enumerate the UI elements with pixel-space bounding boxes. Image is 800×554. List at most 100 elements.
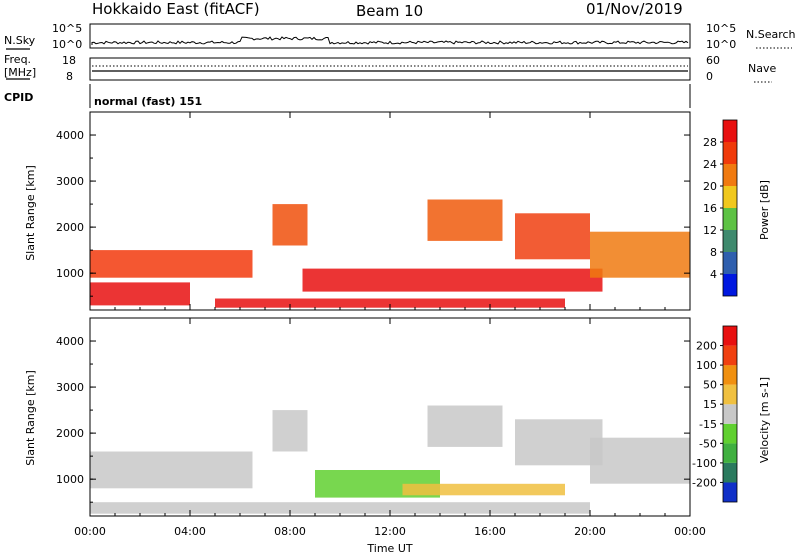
nsky-tick-bottom: 10^0 bbox=[52, 38, 82, 51]
colorbar-tick-label: 28 bbox=[703, 136, 717, 149]
data-band bbox=[515, 419, 603, 466]
velocity-ylabel: Slant Range [km] bbox=[24, 370, 37, 466]
velocity-xticks: 00:00 04:00 08:00 12:00 16:00 20:00 00:00 bbox=[74, 318, 706, 538]
y-tick-label: 1000 bbox=[56, 473, 84, 486]
colorbar-tick-label: 8 bbox=[710, 246, 717, 259]
cpid-value: normal (fast) 151 bbox=[94, 95, 202, 108]
colorbar-segment bbox=[723, 384, 737, 405]
freq-label: Freq. bbox=[4, 53, 31, 66]
data-band bbox=[427, 199, 503, 241]
nsky-trace bbox=[91, 36, 689, 45]
colorbar-tick-label: 16 bbox=[703, 202, 717, 215]
data-band bbox=[90, 451, 253, 489]
data-band bbox=[590, 437, 690, 484]
colorbar-tick-label: 20 bbox=[703, 180, 717, 193]
freq-unit: [MHz] bbox=[4, 66, 36, 79]
nave-tick-bottom: 0 bbox=[706, 70, 713, 83]
data-band bbox=[272, 410, 308, 452]
colorbar-segment bbox=[723, 274, 737, 296]
x-tick-label: 08:00 bbox=[274, 525, 306, 538]
data-band bbox=[272, 204, 308, 246]
power-ylabel: Slant Range [km] bbox=[24, 165, 37, 261]
x-tick-label: 20:00 bbox=[574, 525, 606, 538]
power-yaxis: 1000 2000 3000 4000 bbox=[56, 111, 690, 297]
date-label: 01/Nov/2019 bbox=[586, 0, 683, 18]
colorbar-tick-label: 24 bbox=[703, 158, 717, 171]
velocity-colorbar-label: Velocity [m s-1] bbox=[758, 377, 771, 463]
data-band bbox=[90, 502, 590, 514]
nsearch-tick-top: 10^5 bbox=[706, 22, 736, 35]
data-band bbox=[90, 282, 190, 306]
y-tick-label: 3000 bbox=[56, 381, 84, 394]
power-plot-area bbox=[90, 199, 690, 308]
cpid-panel: CPID normal (fast) 151 bbox=[4, 84, 691, 108]
y-tick-label: 2000 bbox=[56, 427, 84, 440]
power-colorbar: 4 8 12 16 20 24 28 bbox=[703, 119, 738, 297]
x-tick-label: 00:00 bbox=[674, 525, 706, 538]
colorbar-tick-label: 12 bbox=[703, 224, 717, 237]
velocity-plot-area bbox=[90, 405, 690, 514]
colorbar-tick-label: 15 bbox=[703, 398, 717, 411]
nsky-label: N.Sky bbox=[4, 34, 36, 47]
colorbar-segment bbox=[723, 230, 737, 252]
data-band bbox=[590, 231, 690, 278]
colorbar-segment bbox=[723, 186, 737, 208]
data-band bbox=[215, 298, 565, 308]
y-tick-label: 4000 bbox=[56, 129, 84, 142]
data-band bbox=[427, 405, 503, 447]
colorbar-tick-label: 100 bbox=[696, 359, 717, 372]
velocity-colorbar: 200 100 50 15 -15 -50 -100 -200 bbox=[692, 325, 738, 503]
power-colorbar-label: Power [dB] bbox=[758, 180, 771, 240]
colorbar-segment bbox=[723, 462, 737, 483]
freq-panel: Freq. [MHz] 18 8 60 0 Nave bbox=[4, 53, 776, 83]
colorbar-tick-label: -50 bbox=[699, 437, 717, 450]
nave-tick-top: 60 bbox=[706, 54, 720, 67]
colorbar-segment bbox=[723, 326, 737, 346]
colorbar-segment bbox=[723, 142, 737, 164]
freq-tick-bottom: 8 bbox=[66, 70, 73, 83]
data-band bbox=[515, 213, 590, 260]
data-band bbox=[90, 250, 253, 278]
nsky-tick-top: 10^5 bbox=[52, 22, 82, 35]
velocity-yaxis: 1000 2000 3000 4000 bbox=[56, 317, 690, 503]
colorbar-segment bbox=[723, 208, 737, 230]
nsky-panel: N.Sky 10^5 10^0 10^5 10^0 N.Search bbox=[4, 22, 796, 51]
x-axis-label: Time UT bbox=[366, 542, 412, 554]
x-tick-label: 00:00 bbox=[74, 525, 106, 538]
y-tick-label: 2000 bbox=[56, 221, 84, 234]
x-tick-label: 12:00 bbox=[374, 525, 406, 538]
freq-tick-top: 18 bbox=[62, 54, 76, 67]
colorbar-tick-label: -200 bbox=[692, 476, 717, 489]
cpid-label: CPID bbox=[4, 91, 33, 104]
power-xticks bbox=[89, 112, 691, 310]
colorbar-segment bbox=[723, 404, 737, 424]
data-band bbox=[402, 483, 565, 496]
colorbar-segment bbox=[723, 164, 737, 186]
nsearch-label: N.Search bbox=[746, 28, 796, 41]
radar-title: Hokkaido East (fitACF) bbox=[92, 0, 260, 18]
colorbar-segment bbox=[723, 120, 737, 142]
colorbar-tick-label: 4 bbox=[710, 268, 717, 281]
colorbar-segment bbox=[723, 365, 737, 385]
colorbar-segment bbox=[723, 443, 737, 463]
x-tick-label: 16:00 bbox=[474, 525, 506, 538]
data-band bbox=[302, 268, 603, 292]
power-panel: 1000 2000 3000 4000 Slant Range [km] 4 8 12 16… bbox=[24, 111, 771, 311]
colorbar-tick-label: -100 bbox=[692, 457, 717, 470]
y-tick-label: 4000 bbox=[56, 335, 84, 348]
colorbar-tick-label: 200 bbox=[696, 340, 717, 353]
colorbar-tick-label: 50 bbox=[703, 379, 717, 392]
colorbar-segment bbox=[723, 345, 737, 366]
y-tick-label: 1000 bbox=[56, 267, 84, 280]
nsearch-tick-bottom: 10^0 bbox=[706, 38, 736, 51]
colorbar-segment bbox=[723, 423, 737, 444]
nave-label: Nave bbox=[748, 62, 776, 75]
colorbar-segment bbox=[723, 252, 737, 274]
beam-label: Beam 10 bbox=[356, 2, 423, 20]
x-tick-label: 04:00 bbox=[174, 525, 206, 538]
colorbar-segment bbox=[723, 482, 737, 502]
colorbar-tick-label: -15 bbox=[699, 418, 717, 431]
y-tick-label: 3000 bbox=[56, 175, 84, 188]
